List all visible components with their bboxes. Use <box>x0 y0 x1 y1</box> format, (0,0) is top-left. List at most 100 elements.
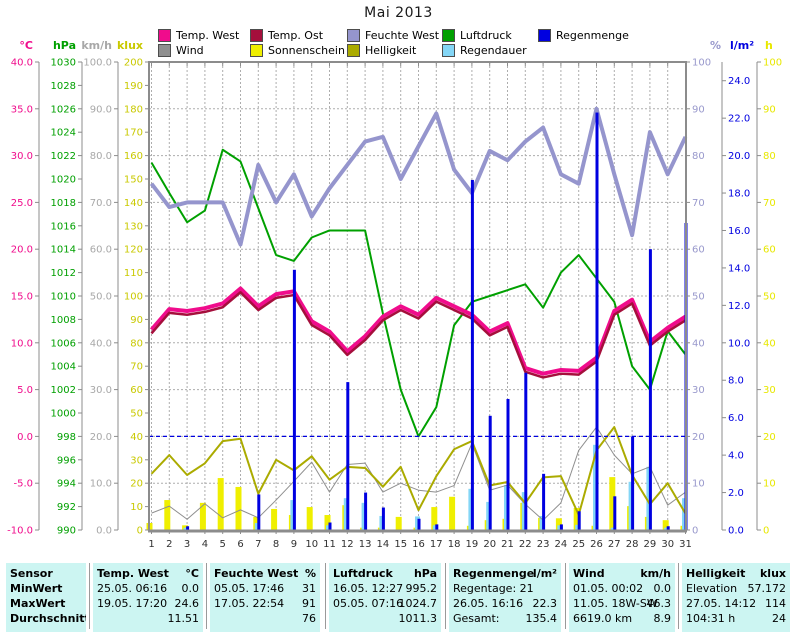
axis-right-pct: 0 10 20 30 40 50 60 70 80 90 100% <box>686 39 721 537</box>
svg-text:6.0: 6.0 <box>728 413 744 424</box>
x-axis-days: 1 2 3 4 5 6 7 8 9 10 11 12 13 14 15 16 17 18 19 20 21 22 23 24 2… <box>148 539 692 550</box>
axis-unit-left-3: klux <box>117 39 143 52</box>
svg-text:1014: 1014 <box>51 245 76 256</box>
legend-label: Feuchte West <box>365 29 440 42</box>
svg-text:160: 160 <box>124 151 143 162</box>
legend-label: Sonnenschein <box>268 44 345 57</box>
svg-text:120: 120 <box>124 245 143 256</box>
axis-left-klux: 0 10 20 30 40 50 60 70 80 90 100 110 120 130 140 150 160… <box>117 39 149 537</box>
svg-text:50: 50 <box>692 292 705 303</box>
page-title: Mai 2013 <box>364 5 433 21</box>
svg-text:24.0: 24.0 <box>728 76 750 87</box>
svg-text:1002: 1002 <box>51 385 76 396</box>
axis-unit-right-0: % <box>710 39 721 52</box>
svg-text:0: 0 <box>692 526 698 537</box>
line-luftdruck <box>150 148 687 438</box>
svg-text:1024: 1024 <box>51 128 76 139</box>
svg-text:25.0: 25.0 <box>11 198 33 209</box>
day-label: 14 <box>377 539 390 550</box>
svg-text:22.0: 22.0 <box>728 114 750 125</box>
svg-text:994: 994 <box>57 479 76 490</box>
day-label: 30 <box>661 539 674 550</box>
svg-text:50: 50 <box>763 292 776 303</box>
day-label: 26 <box>590 539 603 550</box>
day-label: 3 <box>184 539 190 550</box>
day-label: 23 <box>537 539 550 550</box>
svg-text:1020: 1020 <box>51 175 76 186</box>
svg-text:70: 70 <box>763 198 776 209</box>
svg-text:18.0: 18.0 <box>728 189 750 200</box>
legend-label: Temp. West <box>176 29 240 42</box>
svg-text:1022: 1022 <box>51 151 76 162</box>
day-label: 4 <box>202 539 208 550</box>
legend-swatch <box>158 29 171 42</box>
svg-text:90: 90 <box>130 315 143 326</box>
legend-swatch <box>538 29 551 42</box>
day-label: 25 <box>572 539 585 550</box>
svg-text:992: 992 <box>57 502 76 513</box>
svg-text:60: 60 <box>692 245 705 256</box>
axis-right-h: 0 10 20 30 40 50 60 70 80 90 100 h <box>756 39 782 537</box>
legend-item: Feuchte West <box>347 29 439 42</box>
svg-text:40.0: 40.0 <box>11 58 33 69</box>
svg-text:30.0: 30.0 <box>11 151 33 162</box>
svg-text:140: 140 <box>124 198 143 209</box>
legend-item: Wind <box>158 44 204 57</box>
legend-swatch <box>347 29 360 42</box>
svg-text:990: 990 <box>57 526 76 537</box>
svg-text:0: 0 <box>763 526 769 537</box>
svg-text:1010: 1010 <box>51 292 76 303</box>
day-label: 19 <box>466 539 479 550</box>
legend-item: Temp. Ost <box>250 29 323 42</box>
axis-unit-left-0: °C <box>19 39 33 52</box>
svg-text:1000: 1000 <box>51 409 76 420</box>
day-label: 9 <box>291 539 297 550</box>
svg-text:-5.0: -5.0 <box>13 479 33 490</box>
day-label: 21 <box>501 539 514 550</box>
axis-left-hPa: 990 992 994 996 998 1000 1002 1004 1006 1008 1010 1… <box>51 39 83 537</box>
axis-left-kmh: 0.0 10.0 20.0 30.0 40.0 50.0 60.0 70.0 80.0 90.0 1… <box>81 39 119 537</box>
svg-text:4.0: 4.0 <box>728 451 744 462</box>
svg-text:100.0: 100.0 <box>83 58 112 69</box>
svg-text:14.0: 14.0 <box>728 263 750 274</box>
legend-swatch <box>250 44 263 57</box>
legend-swatch <box>250 29 263 42</box>
plot-border <box>148 61 687 534</box>
svg-text:170: 170 <box>124 128 143 139</box>
legend-label: Luftdruck <box>460 29 512 42</box>
svg-text:90.0: 90.0 <box>90 104 112 115</box>
svg-text:60: 60 <box>763 245 776 256</box>
svg-text:100: 100 <box>763 58 782 69</box>
svg-text:20: 20 <box>130 479 143 490</box>
svg-text:70: 70 <box>692 198 705 209</box>
svg-text:30: 30 <box>130 455 143 466</box>
day-label: 31 <box>679 539 692 550</box>
day-label: 15 <box>394 539 407 550</box>
day-label: 5 <box>220 539 226 550</box>
legend-item: Sonnenschein <box>250 44 345 57</box>
svg-text:5.0: 5.0 <box>17 385 33 396</box>
svg-text:1008: 1008 <box>51 315 76 326</box>
legend-label: Helligkeit <box>365 44 417 57</box>
svg-text:10: 10 <box>130 502 143 513</box>
svg-text:996: 996 <box>57 455 76 466</box>
svg-text:1004: 1004 <box>51 362 76 373</box>
legend-item: Regenmenge <box>538 29 629 42</box>
svg-text:40: 40 <box>692 338 705 349</box>
axis-left-degC: -10.0 -5.0 0.0 5.0 10.0 15.0 20.0 25.0 30.0 35.0 4… <box>7 39 40 537</box>
day-label: 13 <box>359 539 372 550</box>
svg-text:110: 110 <box>124 268 143 279</box>
svg-text:30: 30 <box>692 385 705 396</box>
svg-text:30.0: 30.0 <box>90 385 112 396</box>
axis-unit-right-1: l/m² <box>730 39 754 52</box>
svg-text:8.0: 8.0 <box>728 376 744 387</box>
svg-text:10.0: 10.0 <box>11 338 33 349</box>
svg-text:16.0: 16.0 <box>728 226 750 237</box>
svg-text:60.0: 60.0 <box>90 245 112 256</box>
svg-text:12.0: 12.0 <box>728 301 750 312</box>
legend-label: Temp. Ost <box>268 29 324 42</box>
svg-text:0.0: 0.0 <box>728 526 744 537</box>
day-label: 12 <box>341 539 354 550</box>
